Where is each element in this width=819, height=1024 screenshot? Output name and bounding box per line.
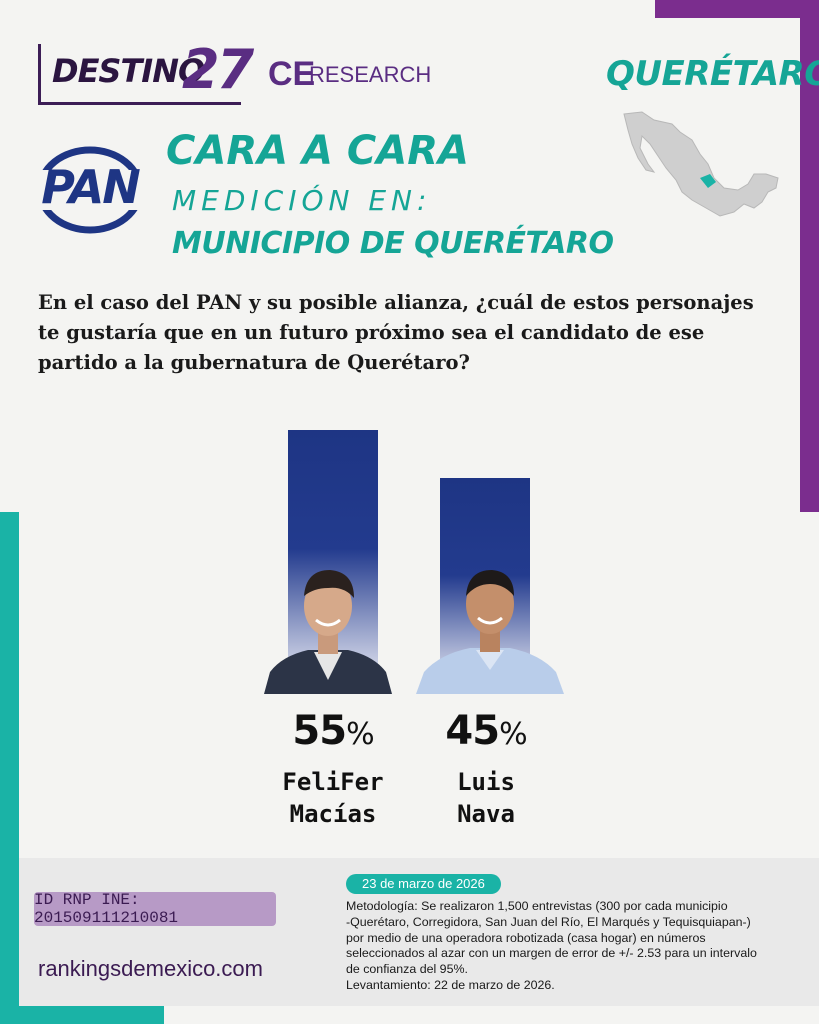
ce-research-logo-ce: CE (268, 55, 316, 93)
headline-title: CARA A CARA (166, 128, 469, 174)
left-teal-accent (0, 512, 19, 1024)
pan-logo-text: PAN (41, 160, 141, 214)
date-badge: 23 de marzo de 2026 (346, 874, 501, 894)
value-label-luis-nava: 45% (416, 708, 556, 754)
percent-sign: % (499, 717, 527, 752)
headline-place: MUNICIPIO DE QUERÉTARO (172, 226, 614, 261)
methodology-text: Metodología: Se realizaron 1,500 entrevi… (346, 899, 757, 992)
candidate-photo-luis-nava (416, 570, 564, 694)
headline-subtitle: MEDICIÓN EN: (172, 184, 432, 217)
value-number: 55 (292, 708, 347, 754)
category-label-luis-nava: Luis Nava (457, 768, 515, 828)
destino-logo-number: 27 (182, 38, 254, 101)
right-purple-accent (800, 0, 819, 512)
percent-sign: % (346, 717, 374, 752)
value-label-felifer: 55% (263, 708, 403, 754)
value-number: 45 (445, 708, 500, 754)
category-label-felifer: FeliFer Macías (282, 768, 384, 828)
pan-logo (36, 146, 144, 234)
candidate-photo-felifer (264, 570, 392, 694)
ce-research-logo-research: RESEARCH (309, 62, 432, 87)
destino-logo-text: DESTINO (52, 52, 205, 90)
queretaro-highlight (700, 174, 716, 188)
mexico-map-icon (623, 111, 779, 217)
ine-id-badge: ID RNP INE: 201509111210081 (34, 891, 276, 927)
state-title: QUERÉTARO (606, 54, 819, 94)
top-purple-accent (655, 0, 819, 18)
survey-question: En el caso del PAN y su posible alianza,… (38, 291, 754, 374)
website-link[interactable]: rankingsdemexico.com (38, 956, 263, 981)
bottom-teal-accent (0, 1006, 164, 1024)
destino-logo-frame (38, 44, 241, 105)
